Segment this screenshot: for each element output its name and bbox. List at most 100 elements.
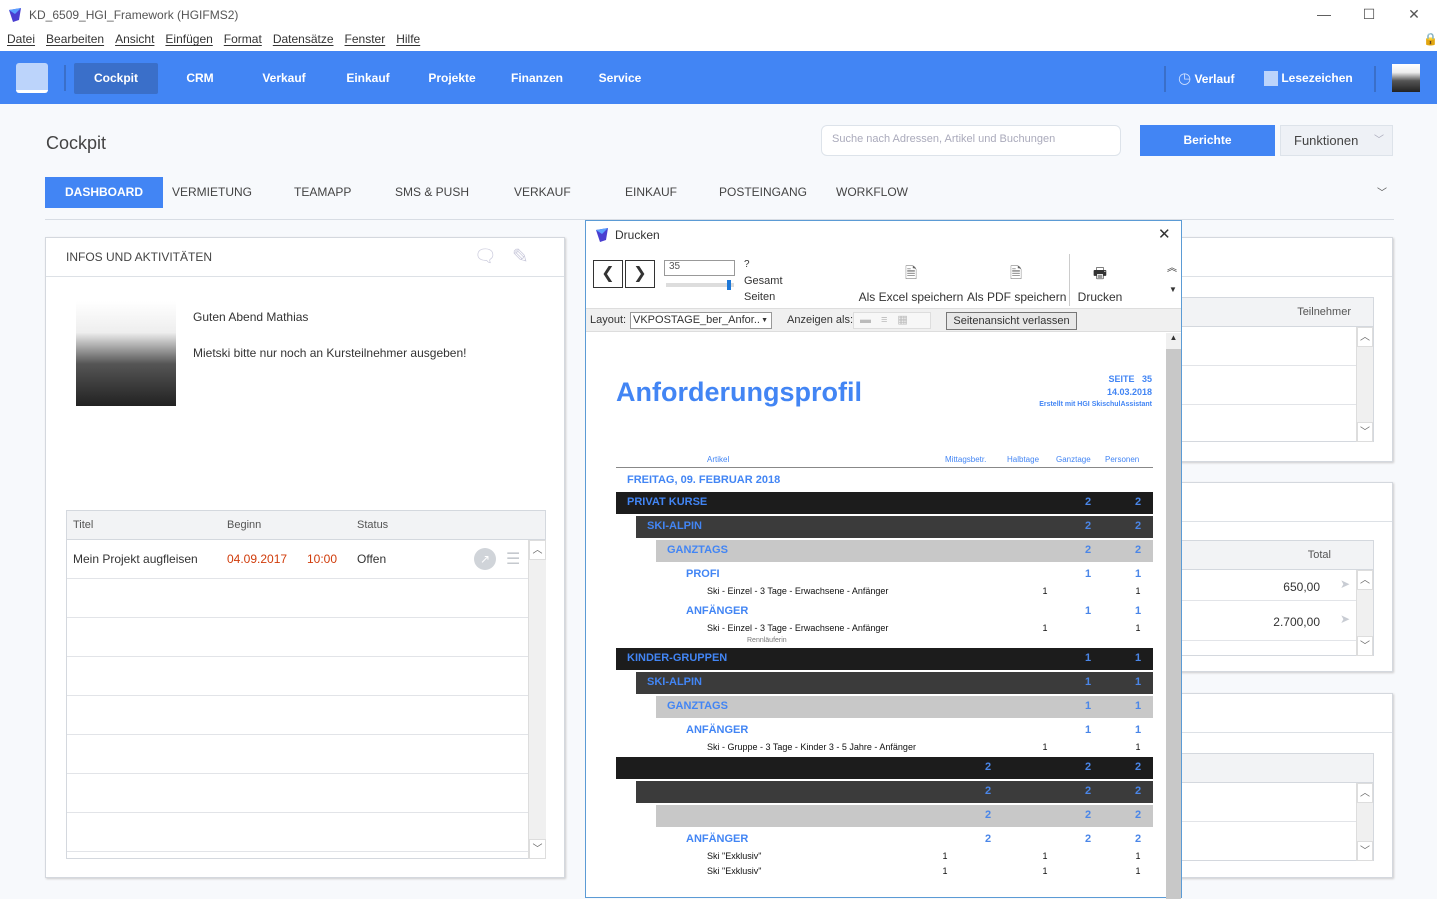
page-slider[interactable] — [666, 280, 734, 290]
panel-header: INFOS UND AKTIVITÄTEN 🗨 ✎ — [46, 238, 564, 277]
send-icon[interactable]: ➤ — [1339, 612, 1350, 626]
row-value: 2 — [1134, 833, 1142, 845]
page-number-input[interactable]: 35 — [664, 260, 735, 276]
preview-scrollbar[interactable]: ▲ — [1166, 333, 1181, 899]
row-titel: Mein Projekt augfleisen — [73, 552, 198, 566]
panel-header — [1151, 483, 1392, 522]
row-value: 1 — [942, 866, 948, 876]
view-grid-icon[interactable]: ▦ — [897, 314, 918, 326]
col-status[interactable]: Status — [357, 519, 389, 531]
teilnehmer-table: Teilnehmer ︿ ﹀ — [1151, 297, 1374, 442]
nav-finanzen[interactable]: Finanzen — [510, 71, 563, 85]
col-beginn[interactable]: Beginn — [227, 519, 262, 531]
table-row — [67, 735, 529, 774]
scroll-down-icon[interactable]: ﹀ — [1357, 422, 1373, 442]
menu-hilfe[interactable]: Hilfe — [396, 32, 421, 46]
pdf-button[interactable]: 🗎 Als PDF speichern — [967, 263, 1066, 304]
open-arrow-icon[interactable]: ↗ — [474, 548, 496, 570]
scrollbar[interactable]: ︿ ﹀ — [1356, 327, 1373, 442]
nav-einkauf[interactable]: Einkauf — [346, 71, 390, 85]
total-table: Total 650,00 ➤ 2.700,00 ➤ ︿ ﹀ — [1151, 540, 1374, 656]
tab-vermietung[interactable]: VERMIETUNG — [172, 185, 253, 199]
slider-thumb[interactable] — [726, 280, 731, 290]
scroll-down-icon[interactable]: ﹀ — [1357, 636, 1373, 656]
scroll-up-icon[interactable]: ︿ — [1357, 327, 1373, 347]
menu-format[interactable]: Format — [223, 32, 262, 46]
close-button[interactable]: ✕ — [1408, 6, 1420, 22]
menu-icon[interactable]: ☰ — [506, 551, 521, 568]
menu-fenster[interactable]: Fenster — [344, 32, 386, 46]
row-label: ANFÄNGER — [686, 724, 749, 736]
dialog-close-button[interactable]: ✕ — [1158, 226, 1171, 243]
tab-teamapp[interactable]: TEAMAPP — [294, 185, 352, 199]
layout-select[interactable]: VKPOSTAGE_ber_Anfor... ▼ — [630, 312, 772, 329]
scroll-up-icon[interactable]: ▲ — [1166, 333, 1181, 349]
search-input[interactable]: Suche nach Adressen, Artikel und Buchung… — [821, 125, 1121, 156]
nav-crm[interactable]: CRM — [186, 71, 214, 85]
table-row — [67, 774, 529, 813]
col-titel[interactable]: Titel — [73, 519, 94, 531]
comment-icon[interactable]: 🗨 — [474, 246, 497, 266]
tab-verkauf[interactable]: VERKAUF — [514, 185, 571, 199]
minimize-button[interactable]: — — [1317, 6, 1331, 22]
row-value: 2 — [1084, 833, 1092, 845]
exit-preview-button[interactable]: Seitenansicht verlassen — [946, 312, 1077, 330]
scrollbar[interactable]: ︿ ﹀ — [1356, 570, 1373, 656]
scroll-up-icon[interactable]: ︿ — [529, 540, 546, 560]
scroll-down-icon[interactable]: ﹀ — [529, 839, 546, 859]
dialog-title: Drucken — [615, 228, 660, 242]
row-zeit: 10:00 — [307, 552, 338, 566]
excel-button[interactable]: 🗎 Als Excel speichern — [856, 263, 966, 304]
home-icon[interactable] — [16, 63, 48, 93]
col-total[interactable]: Total — [1307, 549, 1331, 561]
verlauf-button[interactable]: ◷ Verlauf — [1178, 63, 1252, 94]
table-row[interactable]: 650,00 ➤ — [1151, 570, 1356, 601]
edit-icon[interactable]: ✎ — [512, 246, 529, 268]
send-icon[interactable]: ➤ — [1339, 577, 1350, 591]
tabs-more-chevron-icon[interactable]: ﹀ — [1377, 188, 1387, 199]
row-label: Ski "Exklusiv" — [707, 866, 762, 876]
row-value: 1 — [1135, 586, 1141, 596]
view-list-icon[interactable]: ≡ — [881, 314, 898, 326]
maximize-button[interactable]: ☐ — [1362, 6, 1376, 22]
menu-einfuegen[interactable]: Einfügen — [165, 32, 213, 46]
menu-ansicht[interactable]: Ansicht — [115, 32, 155, 46]
menu-bearbeiten[interactable]: Bearbeiten — [46, 32, 105, 46]
row-label: PROFI — [686, 568, 720, 580]
scroll-up-icon[interactable]: ︿ — [1357, 783, 1373, 803]
table-row[interactable]: Mein Projekt augfleisen 04.09.2017 10:00… — [67, 540, 529, 579]
ribbon-menu-icon[interactable]: ▼ — [1169, 285, 1177, 294]
nav-projekte[interactable]: Projekte — [428, 71, 476, 85]
tab-sms-push[interactable]: SMS & PUSH — [395, 185, 470, 199]
tab-workflow[interactable]: WORKFLOW — [836, 185, 908, 199]
user-avatar[interactable] — [1392, 64, 1420, 92]
scrollbar[interactable]: ︿ ﹀ — [1356, 783, 1373, 861]
view-single-icon[interactable]: ▬ — [860, 314, 881, 326]
prev-page-button[interactable]: ❮ — [593, 260, 623, 288]
row-label: Ski - Einzel - 3 Tage - Erwachsene - Anf… — [707, 586, 889, 596]
table-row[interactable]: 2.700,00 ➤ — [1151, 601, 1356, 641]
menu-datei[interactable]: Datei — [7, 32, 36, 46]
verlauf-label: Verlauf — [1194, 72, 1235, 86]
tab-posteingang[interactable]: POSTEINGANG — [719, 185, 808, 199]
scrollbar[interactable]: ︿ ﹀ — [528, 540, 546, 859]
table-row — [67, 579, 529, 618]
table-row — [1151, 366, 1356, 405]
nav-divider — [1164, 66, 1166, 92]
lesezeichen-button[interactable]: Lesezeichen — [1264, 63, 1368, 94]
funktionen-dropdown[interactable]: Funktionen ﹀ — [1280, 125, 1393, 156]
nav-service[interactable]: Service — [598, 71, 642, 85]
tab-dashboard[interactable]: DASHBOARD — [45, 177, 163, 208]
berichte-button[interactable]: Berichte — [1140, 125, 1275, 156]
nav-verkauf[interactable]: Verkauf — [262, 71, 306, 85]
view-mode-buttons[interactable]: ▬≡▦ — [853, 312, 931, 329]
scroll-up-icon[interactable]: ︿ — [1357, 570, 1373, 590]
tab-einkauf[interactable]: EINKAUF — [625, 185, 678, 199]
print-button[interactable]: 🖶 Drucken — [1074, 263, 1126, 304]
scroll-down-icon[interactable]: ﹀ — [1357, 841, 1373, 861]
col-teilnehmer[interactable]: Teilnehmer — [1297, 306, 1351, 318]
collapse-ribbon-icon[interactable]: ︽ — [1167, 263, 1177, 274]
nav-cockpit[interactable]: Cockpit — [74, 63, 158, 94]
menu-datensaetze[interactable]: Datensätze — [272, 32, 334, 46]
next-page-button[interactable]: ❯ — [625, 260, 655, 288]
